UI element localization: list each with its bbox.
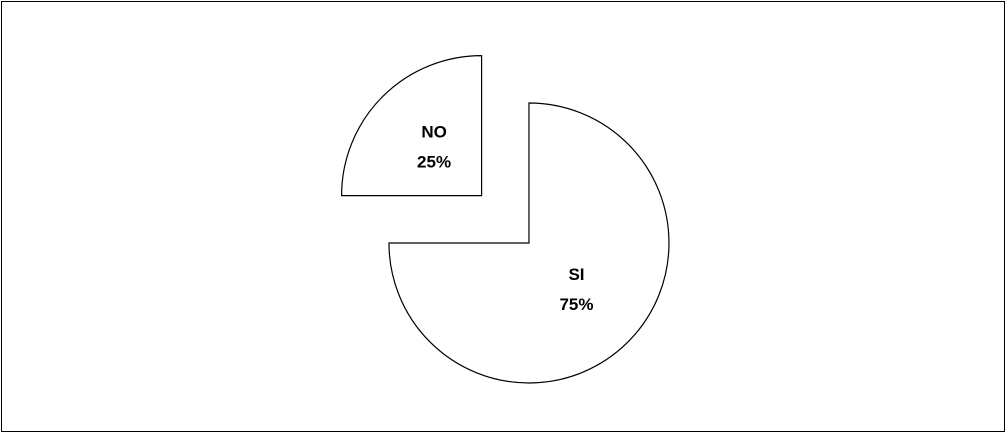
slice-value-label: 75% (559, 295, 593, 314)
slice-category-label: SI (568, 265, 584, 284)
slice-value-label: 25% (417, 153, 451, 172)
pie-slice (388, 102, 670, 384)
pie-slice (340, 54, 483, 197)
slice-category-label: NO (421, 123, 447, 142)
